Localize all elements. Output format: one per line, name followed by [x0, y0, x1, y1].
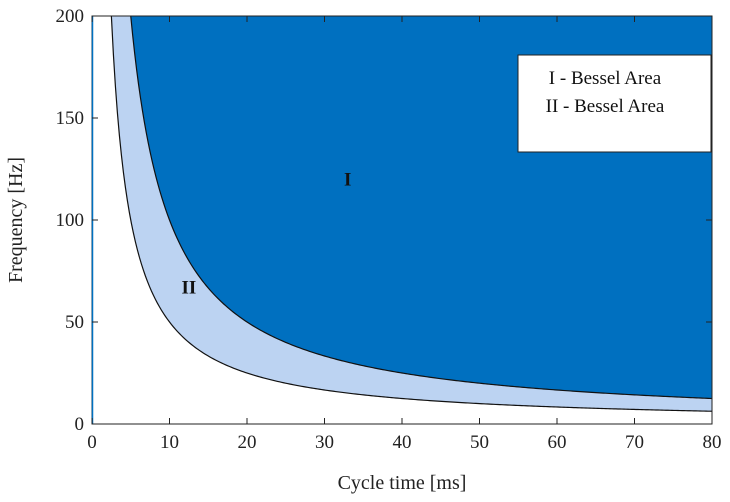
x-tick-label: 0	[87, 432, 97, 453]
x-tick-label: 70	[625, 432, 644, 453]
boundary-curve-ii	[110, 15, 713, 412]
legend-box	[517, 54, 712, 153]
region-annotations: III	[181, 169, 351, 298]
legend-entry-1: I - Bessel Area	[549, 68, 662, 89]
legend: I - Bessel Area II - Bessel Area	[517, 54, 712, 153]
x-axis-label: Cycle time [ms]	[338, 472, 467, 494]
x-tick-label: 60	[548, 432, 567, 453]
region-label-i: I	[344, 169, 351, 190]
x-tick-label: 40	[393, 432, 412, 453]
axis-ticks: 0 10 20 30 40 50 60 70 80 0 50 100 150 200	[56, 6, 722, 453]
x-tick-label: 30	[315, 432, 334, 453]
x-tick-label: 50	[470, 432, 489, 453]
y-tick-label: 150	[56, 108, 85, 129]
region-label-ii: II	[181, 277, 196, 298]
legend-entry-2: II - Bessel Area	[546, 96, 665, 117]
y-tick-label: 0	[75, 414, 85, 435]
boundary-curve-i	[130, 15, 713, 400]
boundary-curves	[110, 15, 713, 412]
x-tick-label: 10	[160, 432, 179, 453]
x-tick-label: 80	[703, 432, 722, 453]
x-tick-label: 20	[238, 432, 257, 453]
y-tick-label: 200	[56, 6, 85, 27]
y-tick-label: 50	[65, 312, 84, 333]
y-tick-label: 100	[56, 210, 85, 231]
y-axis-label: Frequency [Hz]	[5, 157, 27, 283]
